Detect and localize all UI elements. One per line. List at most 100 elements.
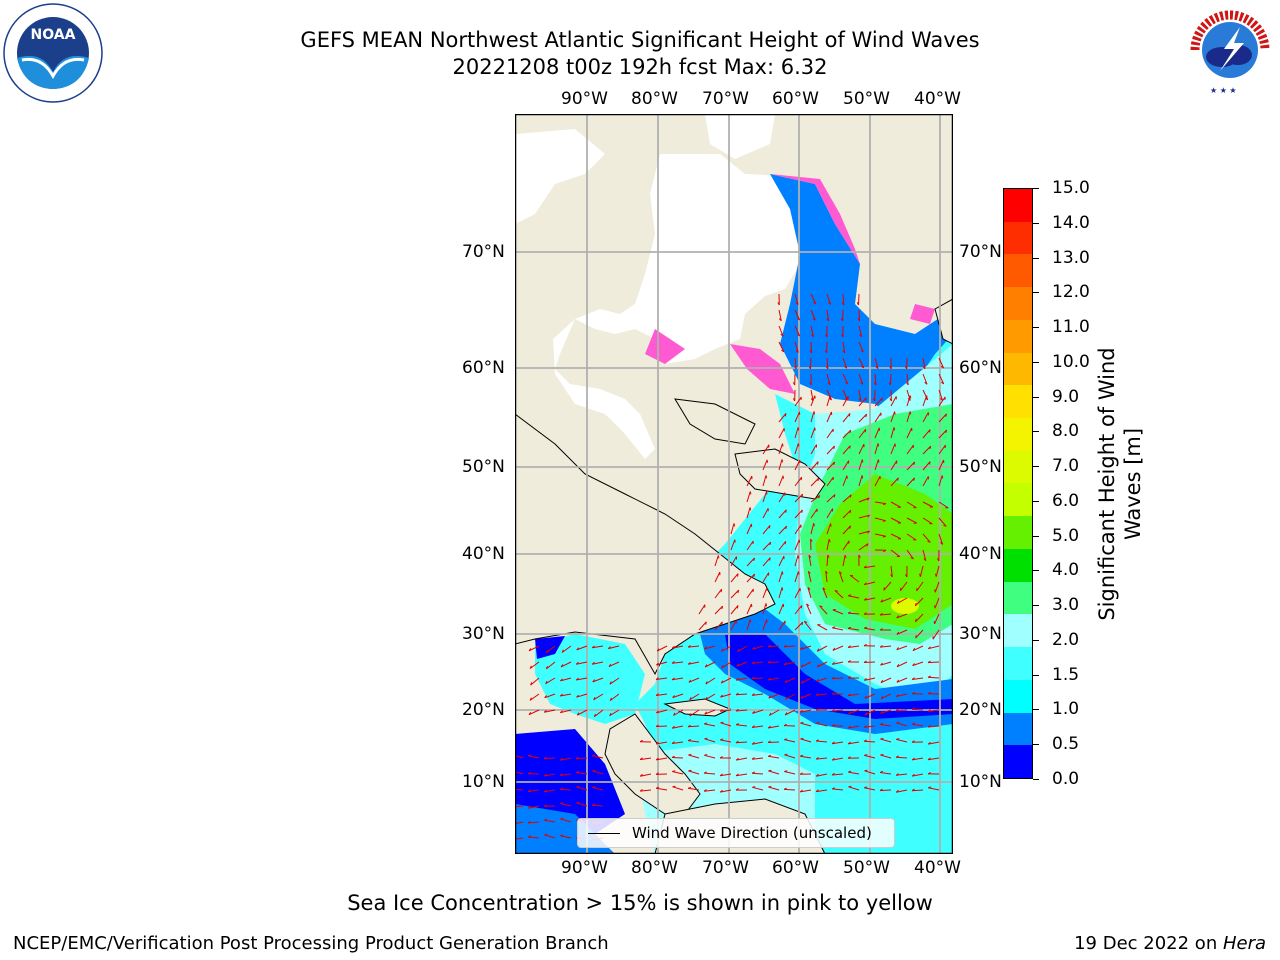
lat-tick-left-30n: 30°N (462, 624, 505, 644)
wind-wave-arrowhead (735, 677, 739, 681)
wind-wave-arrow (794, 396, 802, 407)
colorbar-swatch (1004, 516, 1032, 549)
wind-wave-arrowhead (593, 696, 596, 701)
wind-wave-arrowhead (927, 540, 931, 543)
colorbar-swatch (1004, 418, 1032, 451)
wind-wave-arrowhead (796, 317, 800, 321)
wind-wave-arrowhead (527, 805, 531, 809)
wind-wave-arrow (746, 619, 751, 631)
subtropical-water-darkblue (725, 634, 953, 719)
wind-wave-arrow (842, 555, 846, 567)
wind-wave-arrow (800, 709, 812, 713)
wind-wave-arrowhead (815, 693, 819, 696)
wind-wave-arrowhead (543, 756, 547, 760)
wind-wave-arrow (704, 661, 716, 668)
wind-wave-arrow (752, 786, 764, 791)
wind-wave-arrowhead (576, 801, 580, 804)
wind-wave-arrowhead (879, 722, 884, 725)
wind-wave-arrow (895, 709, 908, 711)
wind-wave-arrow (704, 645, 716, 650)
wind-wave-arrowhead (576, 647, 580, 651)
wind-wave-arrowhead (865, 413, 868, 418)
wind-wave-arrowhead (784, 770, 788, 772)
wind-wave-arrow (778, 620, 786, 631)
wind-wave-arrowhead (687, 786, 692, 789)
colorbar-swatch (1004, 647, 1032, 680)
colorbar-swatch (1004, 712, 1032, 746)
wind-wave-arrow (906, 461, 915, 471)
wind-wave-arrowhead (687, 724, 691, 728)
wind-wave-arrow (879, 789, 892, 792)
wind-wave-arrow (735, 741, 748, 744)
wind-wave-arrowhead (704, 646, 707, 650)
chart-title: GEFS MEAN Northwest Atlantic Significant… (300, 28, 980, 52)
wind-wave-arrowhead (656, 710, 659, 714)
wind-wave-arrowhead (882, 535, 886, 538)
wind-wave-arrow (927, 676, 940, 679)
wind-wave-arrowhead (768, 712, 772, 716)
wind-wave-arrowhead (813, 523, 815, 527)
wind-wave-arrowhead (799, 789, 803, 793)
wind-wave-arrowhead (527, 820, 531, 824)
wind-wave-arrowhead (895, 694, 899, 697)
wind-wave-arrowhead (561, 649, 564, 653)
wind-wave-arrowhead (833, 461, 836, 466)
wind-wave-arrowhead (792, 398, 796, 402)
wind-wave-arrowhead (847, 756, 851, 759)
wind-wave-arrowhead (735, 692, 739, 696)
wind-wave-arrowhead (816, 722, 820, 724)
wind-wave-arrowhead (796, 333, 801, 337)
wind-wave-arrow (544, 773, 556, 777)
wind-wave-arrow (655, 725, 668, 727)
wind-wave-arrow (922, 357, 926, 369)
wind-wave-arrowhead (858, 398, 862, 402)
wind-wave-arrow (560, 661, 572, 668)
wind-wave-arrow (810, 495, 821, 503)
wind-wave-arrow (826, 508, 834, 519)
wind-wave-arrowhead (882, 503, 887, 506)
wind-wave-arrowhead (832, 647, 836, 651)
wind-wave-arrow (915, 629, 924, 639)
wind-wave-arrow (896, 613, 908, 619)
wind-wave-arrow (560, 677, 572, 682)
wind-wave-arrowhead (905, 574, 908, 578)
legend-label: Wind Wave Direction (unscaled) (632, 824, 872, 842)
wind-wave-arrow (736, 661, 748, 667)
wind-wave-arrowhead (863, 565, 867, 569)
wind-wave-arrow (848, 645, 860, 648)
wind-wave-arrow (842, 373, 849, 385)
wind-wave-arrow (807, 587, 812, 599)
wind-wave-arrow (529, 661, 540, 669)
wind-wave-arrowhead (817, 461, 819, 465)
wind-wave-arrow (705, 693, 716, 701)
wind-wave-arrow (800, 755, 812, 759)
wind-wave-arrowhead (784, 413, 787, 417)
wind-wave-arrowhead (735, 757, 739, 761)
colorbar-tick-mark (1033, 257, 1039, 259)
wind-wave-arrow (808, 555, 812, 567)
wind-wave-arrowhead (842, 350, 846, 354)
wind-wave-arrowhead (939, 398, 943, 401)
wind-wave-arrow (640, 773, 652, 777)
wind-wave-arrowhead (826, 318, 830, 322)
wind-wave-arrowhead (733, 523, 736, 527)
wind-wave-arrow (794, 293, 799, 305)
wind-wave-arrow (778, 492, 786, 503)
wind-wave-arrow (922, 373, 928, 385)
colorbar-swatch (1004, 352, 1032, 386)
wind-wave-arrow (895, 756, 908, 759)
wind-wave-arrowhead (847, 645, 851, 648)
hudson-bay-water (553, 154, 807, 459)
wind-wave-arrowhead (913, 477, 915, 481)
wind-wave-arrowhead (859, 334, 862, 338)
wind-wave-arrow (672, 693, 684, 699)
wind-wave-arrow (890, 565, 893, 577)
wind-wave-arrow (810, 325, 814, 337)
wind-wave-arrowhead (880, 599, 884, 603)
wind-wave-arrowhead (927, 660, 931, 664)
wind-wave-arrow (825, 571, 828, 583)
wind-wave-arrowhead (863, 725, 867, 728)
wind-wave-arrow (842, 429, 852, 439)
wind-wave-arrowhead (807, 587, 811, 590)
wind-wave-arrowhead (819, 605, 823, 608)
